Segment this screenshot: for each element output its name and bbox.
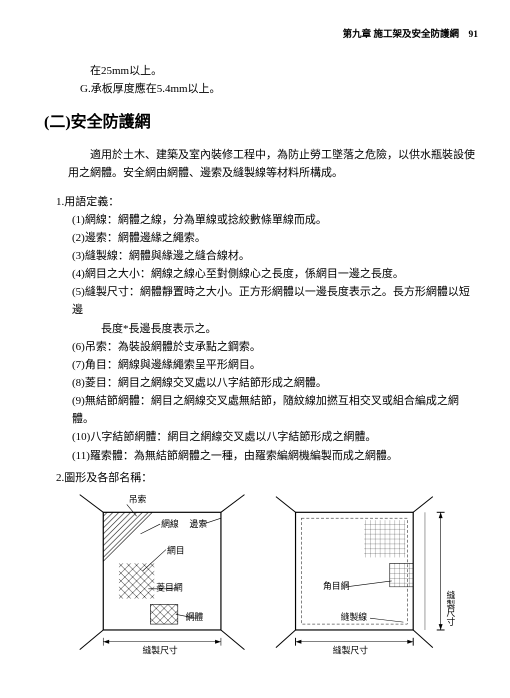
subheading: 2.圖形及各部名稱： <box>44 469 478 487</box>
list-item: (4)網目之大小：網線之線心至對側線心之長度，係網目一邊之長度。 <box>72 265 478 283</box>
list-item: (10)八字結節網體：網目之網線交叉處以八字結節形成之網體。 <box>72 428 478 446</box>
definition-list: (1)網線：網體之線，分為單線或捻絞數條單線而成。 (2)邊索：網體邊緣之繩索。… <box>44 211 478 465</box>
svg-text:菱目網: 菱目網 <box>156 582 183 593</box>
list-item: (2)邊索：網體邊緣之繩索。 <box>72 229 478 247</box>
svg-text:網目: 網目 <box>167 544 185 555</box>
list-item: (3)縫製線：網體與緣邊之縫合線材。 <box>72 247 478 265</box>
list-item: (7)角目：網線與邊緣繩索呈平形網目。 <box>72 356 478 374</box>
list-item: 長度*長邊長度表示之。 <box>72 320 478 338</box>
diagram-right: 角目網 縫製線 縫製尺寸 縫製尺寸 <box>272 493 478 663</box>
section-title: (二)安全防護網 <box>44 110 478 136</box>
subheading: 1.用語定義： <box>44 193 478 211</box>
svg-text:邊索: 邊索 <box>190 518 208 529</box>
page-header: 第九章 施工架及安全防護網 91 <box>44 28 478 44</box>
text-line: 在25mm以上。 <box>44 62 478 80</box>
list-item: (9)無結節網體：網目之網線交叉處無結節，隨紋線加撚互相交叉或組合編成之網體。 <box>72 392 478 428</box>
svg-text:縫製線: 縫製線 <box>341 611 368 622</box>
list-item: (8)菱目：網目之網線交叉處以八字結節形成之網體。 <box>72 374 478 392</box>
text-line: G.承板厚度應在5.4mm以上。 <box>44 80 478 98</box>
list-item: (5)縫製尺寸：網體靜置時之大小。正方形網體以一邊長度表示之。長方形網體以短邊 <box>72 283 478 319</box>
svg-text:網線: 網線 <box>161 518 179 529</box>
svg-text:縫製尺寸: 縫製尺寸 <box>446 589 456 626</box>
intro-paragraph: 適用於土木、建築及室內裝修工程中，為防止勞工墜落之危險，以供水瓶裝設使用之網體。… <box>44 146 478 182</box>
list-item: (11)羅索體：為無結節網體之一種，由羅索編網機編製而成之網體。 <box>72 447 478 465</box>
svg-text:縫製尺寸: 縫製尺寸 <box>333 644 368 655</box>
svg-text:網體: 網體 <box>186 611 204 622</box>
diagram-container: 吊索 網線 邊索 網目 菱目網 網體 縫製尺寸 <box>44 493 478 663</box>
svg-text:縫製尺寸: 縫製尺寸 <box>142 644 177 655</box>
list-item: (6)吊索：為裝設網體於支承點之鋼索。 <box>72 338 478 356</box>
svg-text:角目網: 角目網 <box>323 580 350 591</box>
list-item: (1)網線：網體之線，分為單線或捻絞數條單線而成。 <box>72 211 478 229</box>
diagram-left: 吊索 網線 邊索 網目 菱目網 網體 縫製尺寸 <box>66 493 264 663</box>
svg-text:吊索: 吊索 <box>129 493 147 504</box>
